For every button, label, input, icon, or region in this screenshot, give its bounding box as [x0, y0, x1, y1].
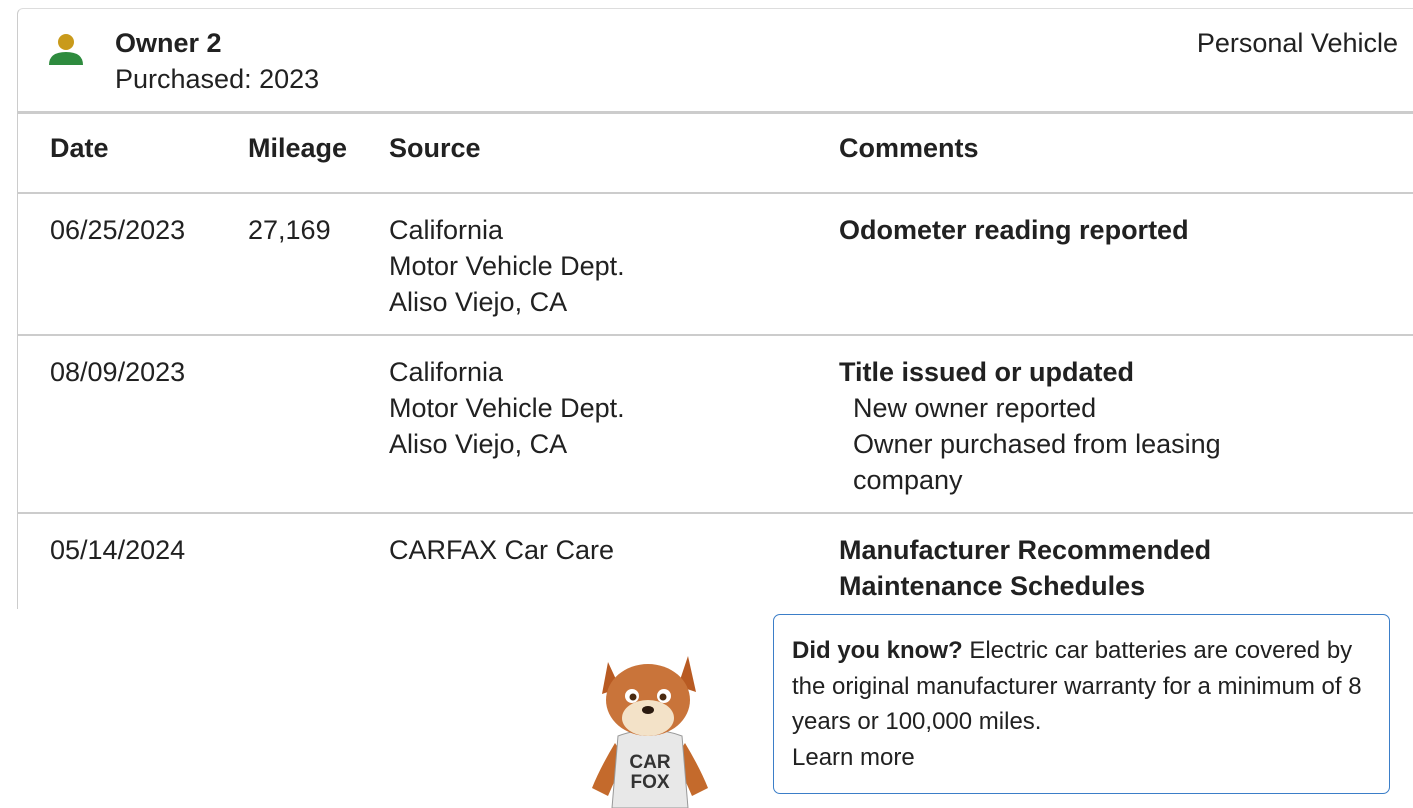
source-line: Motor Vehicle Dept. [389, 390, 625, 426]
column-header: Date [50, 130, 109, 166]
column-header: Comments [839, 130, 979, 166]
vehicle-usage: Personal Vehicle [1197, 25, 1398, 61]
info-callout: Did you know? Electric car batteries are… [773, 614, 1390, 794]
column-header: Mileage [248, 130, 347, 166]
comments: Odometer reading reported [839, 212, 1309, 248]
comment-title: Manufacturer Recommended Maintenance Sch… [839, 532, 1309, 604]
column-header: Source [389, 130, 481, 166]
source: CARFAX Car Care [389, 532, 614, 568]
date: 05/14/2024 [50, 532, 185, 568]
date: 08/09/2023 [50, 354, 185, 390]
shirt-text: FOX [630, 772, 669, 793]
source-line: CARFAX Car Care [389, 532, 614, 568]
learn-more-link[interactable]: Learn more [792, 744, 915, 771]
source-line: Motor Vehicle Dept. [389, 248, 625, 284]
table-header: Date Mileage Source Comments [18, 114, 1413, 194]
purchased: Purchased: 2023 [115, 61, 319, 97]
comment-title: Odometer reading reported [839, 212, 1309, 248]
comment-detail: New owner reported [853, 390, 1293, 426]
shirt-text: CAR [629, 752, 670, 773]
source-line: Aliso Viejo, CA [389, 284, 625, 320]
source-line: California [389, 354, 625, 390]
comment-title: Title issued or updated [839, 354, 1309, 390]
history-row: 05/14/2024 CARFAX Car Care Manufacturer Re… [18, 514, 1413, 618]
mascot: CAR FOX [580, 648, 720, 808]
comments: Manufacturer Recommended Maintenance Sch… [839, 532, 1309, 604]
owner-name: Owner 2 [115, 25, 222, 61]
comment-detail: Owner purchased from leasing company [853, 426, 1293, 498]
page: Owner 2 Purchased: 2023 Personal Vehicle… [0, 0, 1413, 808]
source-line: Aliso Viejo, CA [389, 426, 625, 462]
date: 06/25/2023 [50, 212, 185, 248]
source-line: California [389, 212, 625, 248]
callout-lead: Did you know? [792, 637, 963, 664]
mileage: 27,169 [248, 212, 331, 248]
owner-icon [48, 32, 84, 68]
